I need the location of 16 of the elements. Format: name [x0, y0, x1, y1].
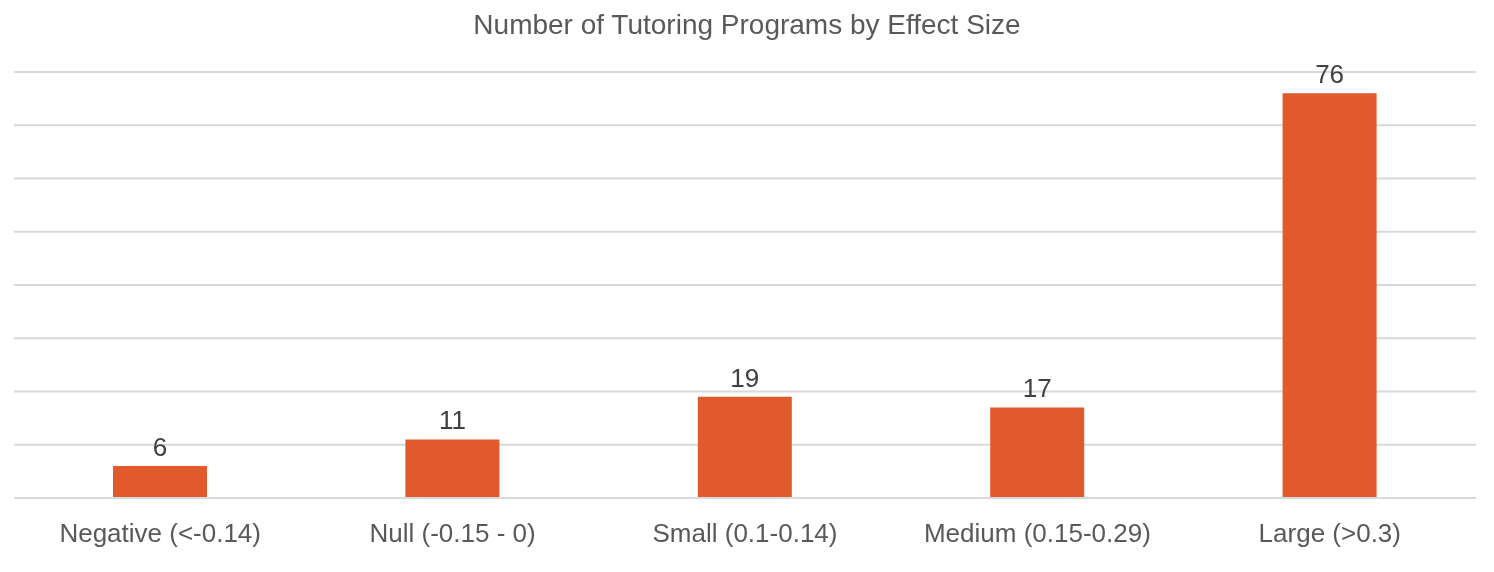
x-tick-label: Large (>0.3) — [1258, 518, 1401, 549]
data-label: 6 — [152, 432, 168, 463]
x-tick-label: Medium (0.15-0.29) — [923, 518, 1151, 549]
x-tick-label: Negative (<-0.14) — [59, 518, 261, 549]
bar — [405, 439, 500, 498]
data-label: 11 — [438, 405, 466, 436]
bar — [113, 466, 207, 498]
x-tick-label: Small (0.1-0.14) — [652, 518, 838, 549]
chart-title: Number of Tutoring Programs by Effect Size — [472, 8, 1022, 42]
x-tick-label: Null (-0.15 - 0) — [369, 518, 536, 549]
data-label: 76 — [1315, 59, 1345, 90]
bar — [697, 396, 792, 498]
data-label: 17 — [1022, 373, 1052, 404]
bar — [1282, 93, 1377, 498]
bar — [990, 407, 1085, 498]
data-label: 19 — [730, 362, 760, 393]
